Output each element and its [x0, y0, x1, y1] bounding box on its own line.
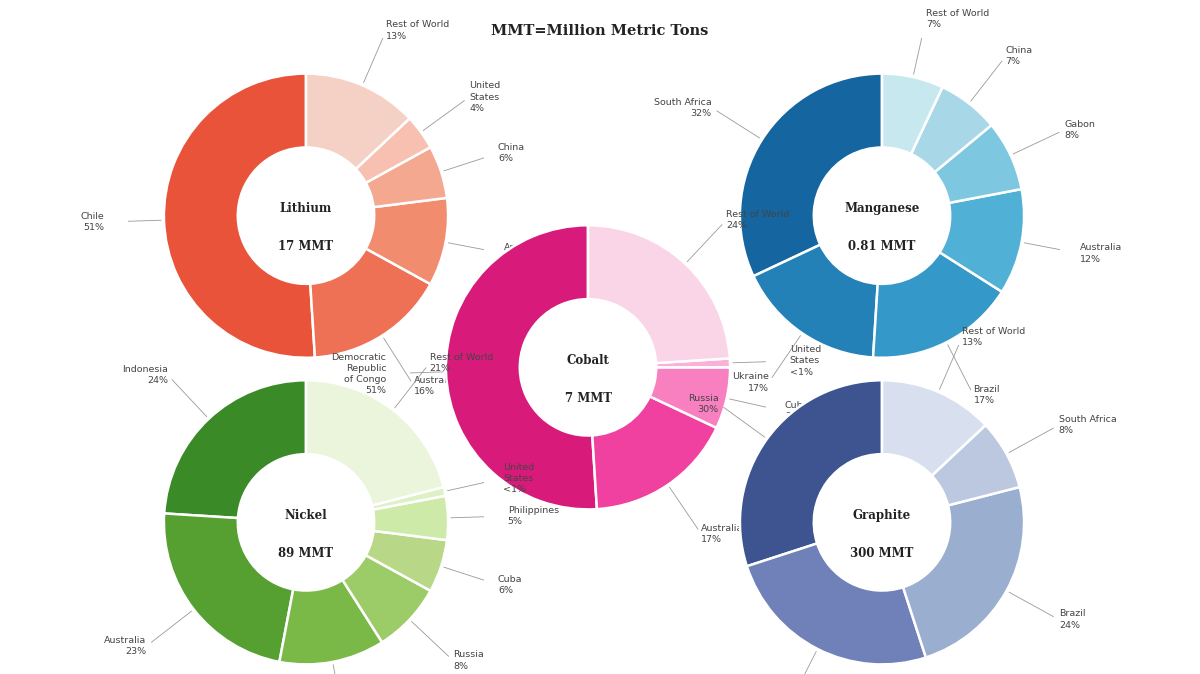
Text: Australia
23%: Australia 23% [104, 636, 146, 656]
Text: Lithium: Lithium [280, 202, 332, 215]
Text: Gabon
8%: Gabon 8% [1064, 120, 1096, 140]
Text: Ukraine
17%: Ukraine 17% [732, 373, 768, 392]
Wedge shape [882, 73, 942, 154]
Text: Australia
12%: Australia 12% [1080, 243, 1122, 264]
Text: Philippines
5%: Philippines 5% [508, 506, 559, 526]
Text: MMT=Million Metric Tons: MMT=Million Metric Tons [491, 24, 709, 38]
Wedge shape [366, 198, 448, 284]
Wedge shape [904, 487, 1024, 657]
Text: Nickel: Nickel [284, 509, 328, 522]
Wedge shape [355, 119, 431, 183]
Text: Brazil
17%: Brazil 17% [973, 386, 1000, 406]
Text: 7 MMT: 7 MMT [564, 392, 612, 405]
Wedge shape [593, 396, 716, 509]
Wedge shape [649, 367, 730, 428]
Text: Democratic
Republic
of Congo
51%: Democratic Republic of Congo 51% [331, 353, 386, 395]
Wedge shape [164, 380, 306, 518]
Wedge shape [754, 245, 877, 357]
Wedge shape [164, 514, 293, 662]
Text: Chile
51%: Chile 51% [80, 212, 104, 232]
Wedge shape [911, 87, 991, 173]
Wedge shape [931, 425, 1020, 506]
Wedge shape [306, 380, 444, 506]
Text: Cuba
6%: Cuba 6% [498, 575, 522, 594]
Wedge shape [373, 496, 448, 540]
Text: Rest of World
7%: Rest of World 7% [926, 9, 989, 29]
Text: United
States
<1%: United States <1% [503, 463, 534, 494]
Text: South Africa
8%: South Africa 8% [1058, 415, 1116, 435]
Text: Russia
8%: Russia 8% [454, 650, 484, 671]
Wedge shape [372, 487, 445, 510]
Text: Rest of World
13%: Rest of World 13% [386, 20, 449, 40]
Wedge shape [740, 380, 882, 566]
Wedge shape [366, 531, 446, 591]
Text: Australia
17%: Australia 17% [702, 524, 744, 544]
Text: Argentina
10%: Argentina 10% [504, 243, 551, 264]
Text: Indonesia
24%: Indonesia 24% [122, 365, 168, 386]
Text: Brazil
24%: Brazil 24% [1058, 609, 1085, 630]
Wedge shape [740, 73, 882, 276]
Wedge shape [446, 225, 596, 510]
Text: China
7%: China 7% [1006, 47, 1033, 66]
Text: United
States
<1%: United States <1% [790, 345, 821, 377]
Text: Rest of World
24%: Rest of World 24% [726, 210, 790, 231]
Text: 17 MMT: 17 MMT [278, 241, 334, 253]
Text: South Africa
32%: South Africa 32% [654, 98, 712, 118]
Wedge shape [874, 252, 1002, 358]
Text: United
States
4%: United States 4% [469, 82, 500, 113]
Wedge shape [311, 249, 431, 357]
Wedge shape [882, 380, 985, 476]
Text: China
6%: China 6% [498, 144, 526, 163]
Text: Cobalt: Cobalt [566, 354, 610, 367]
Wedge shape [164, 73, 314, 358]
Text: Australia
16%: Australia 16% [414, 376, 456, 396]
Wedge shape [342, 555, 431, 642]
Wedge shape [746, 543, 926, 665]
Text: 0.81 MMT: 0.81 MMT [848, 241, 916, 253]
Text: Graphite: Graphite [853, 509, 911, 522]
Wedge shape [306, 73, 409, 169]
Wedge shape [588, 225, 730, 363]
Text: 300 MMT: 300 MMT [851, 547, 913, 560]
Text: Cuba
7%: Cuba 7% [785, 401, 809, 421]
Wedge shape [935, 125, 1021, 203]
Text: Russia
30%: Russia 30% [688, 394, 719, 414]
Text: Rest of World
21%: Rest of World 21% [430, 353, 493, 373]
Wedge shape [940, 189, 1024, 292]
Text: Rest of World
13%: Rest of World 13% [962, 327, 1025, 347]
Text: Manganese: Manganese [845, 202, 919, 215]
Wedge shape [280, 580, 382, 665]
Wedge shape [656, 359, 730, 367]
Text: 89 MMT: 89 MMT [278, 547, 334, 560]
Wedge shape [366, 147, 446, 207]
